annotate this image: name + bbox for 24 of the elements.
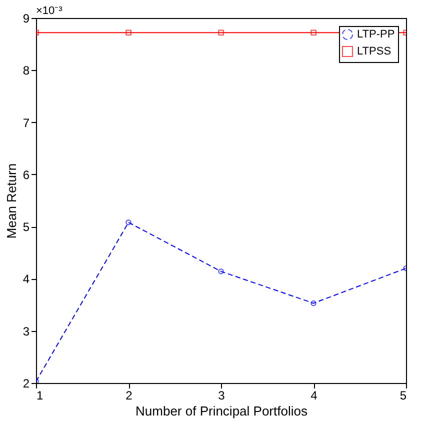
y-tick-label: 4 — [22, 272, 30, 286]
x-tick-label: 1 — [36, 388, 44, 402]
point — [126, 220, 132, 226]
x-tick-label: 5 — [400, 388, 407, 402]
x-tick-label: 2 — [126, 388, 133, 402]
y-tick-label: 8 — [22, 64, 30, 78]
x-tick-label: 3 — [218, 388, 226, 402]
point — [126, 30, 132, 36]
point — [310, 30, 316, 36]
y-tick-label: 6 — [22, 168, 30, 182]
point — [218, 268, 224, 274]
legend-label: LTP-PP — [357, 28, 395, 40]
y-tick-label: 7 — [22, 116, 30, 130]
x-axis-title: Number of Principal Portfolios — [136, 404, 308, 418]
point — [310, 300, 316, 306]
y-tick-label: 3 — [22, 324, 30, 338]
text: ×10⁻³ — [36, 5, 63, 17]
y-axis-title: Mean Return — [4, 163, 19, 239]
y-tick-label: 9 — [22, 12, 30, 26]
legend-label: LTPSS — [357, 46, 392, 58]
point — [218, 30, 224, 36]
y-tick-label: 5 — [22, 220, 30, 234]
x-tick-label: 4 — [310, 388, 318, 402]
y-tick-label: 2 — [22, 376, 30, 390]
